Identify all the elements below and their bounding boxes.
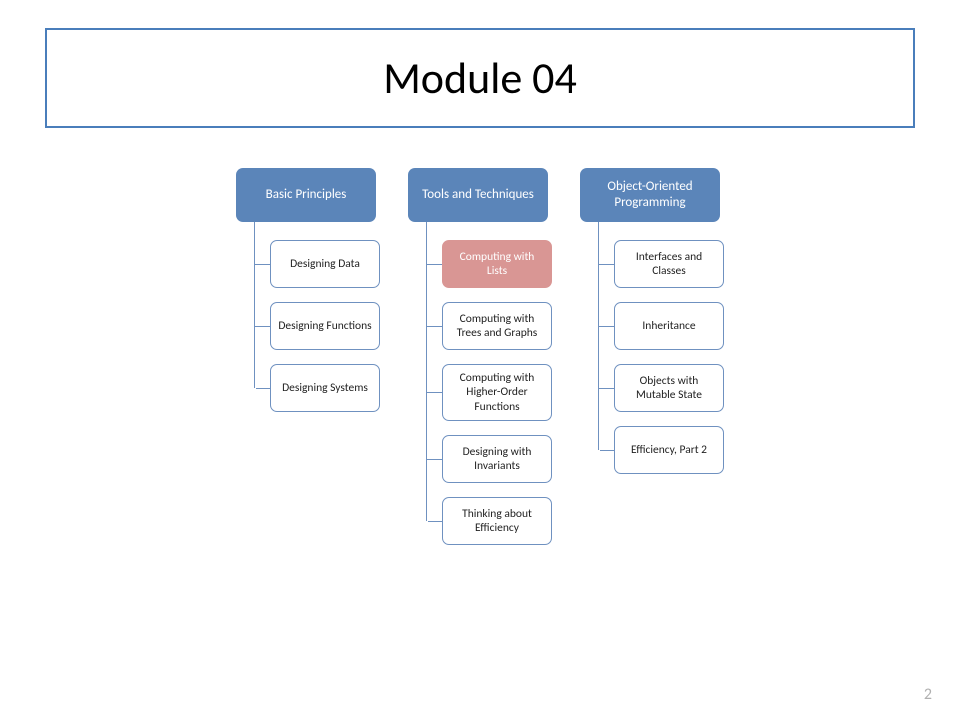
tree-row: Interfaces and Classes [598,240,724,288]
tree-row: Designing Data [254,240,380,288]
node-inheritance: Inheritance [614,302,724,350]
tree-row: Objects with Mutable State [598,364,724,412]
node-mutable-state: Objects with Mutable State [614,364,724,412]
children-list: Computing with Lists Computing with Tree… [426,222,552,545]
node-efficiency-part2: Efficiency, Part 2 [614,426,724,474]
node-computing-higher-order: Computing with Higher-Order Functions [442,364,552,421]
column-oop: Object-Oriented Programming Interfaces a… [580,168,724,545]
node-computing-trees-graphs: Computing with Trees and Graphs [442,302,552,350]
slide-title: Module 04 [383,51,577,105]
tree-row: Computing with Trees and Graphs [426,302,552,350]
tree-row: Designing Functions [254,302,380,350]
title-container: Module 04 [45,28,915,128]
diagram-columns: Basic Principles Designing Data Designin… [0,168,960,545]
tree-row: Inheritance [598,302,724,350]
node-designing-systems: Designing Systems [270,364,380,412]
tree-row: Designing Systems [254,364,380,412]
page-number: 2 [924,685,932,704]
node-computing-lists: Computing with Lists [442,240,552,288]
node-designing-functions: Designing Functions [270,302,380,350]
column-header: Basic Principles [236,168,376,222]
tree-row: Efficiency, Part 2 [598,426,724,474]
node-interfaces-classes: Interfaces and Classes [614,240,724,288]
node-designing-data: Designing Data [270,240,380,288]
node-thinking-efficiency: Thinking about Efficiency [442,497,552,545]
children-list: Interfaces and Classes Inheritance Objec… [598,222,724,474]
column-tools-techniques: Tools and Techniques Computing with List… [408,168,552,545]
tree-row: Designing with Invariants [426,435,552,483]
node-designing-invariants: Designing with Invariants [442,435,552,483]
column-header: Object-Oriented Programming [580,168,720,222]
column-basic-principles: Basic Principles Designing Data Designin… [236,168,380,545]
tree-row: Thinking about Efficiency [426,497,552,545]
column-header: Tools and Techniques [408,168,548,222]
tree-row: Computing with Higher-Order Functions [426,364,552,421]
children-list: Designing Data Designing Functions Desig… [254,222,380,412]
tree-row: Computing with Lists [426,240,552,288]
